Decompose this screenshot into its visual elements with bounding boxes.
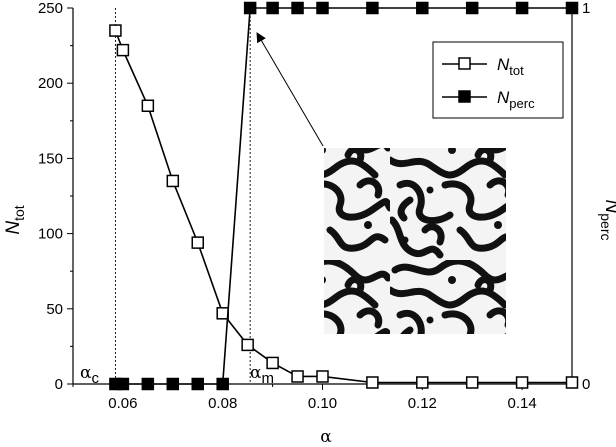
alpha-c-main: α <box>80 363 92 383</box>
y-right-tick-label: 1 <box>582 0 590 17</box>
legend: Ntot Nperc <box>432 41 564 119</box>
data-point-tot <box>416 376 429 389</box>
series-perc <box>109 1 579 391</box>
reference-lines <box>114 8 251 384</box>
data-point-tot <box>241 338 254 352</box>
y-left-tick-label: 150 <box>38 150 63 167</box>
data-point-tot <box>141 99 155 113</box>
y-left-tick-label: 100 <box>38 226 63 243</box>
data-point-tot <box>465 376 479 389</box>
y-left-label-sub: tot <box>11 205 27 221</box>
data-point-perc <box>416 1 429 15</box>
data-point-perc <box>266 1 279 15</box>
y-right-label-sub: perc <box>598 213 614 240</box>
data-point-perc <box>465 1 479 15</box>
alpha-m-sub: m <box>261 370 274 387</box>
data-point-perc <box>243 1 257 15</box>
alpha-m-label: αm <box>250 363 274 387</box>
y-right-label-main: N <box>601 200 616 214</box>
svg-text:Nperc: Nperc <box>598 200 616 241</box>
data-point-tot <box>366 376 379 389</box>
alpha-c-label: αc <box>80 363 99 387</box>
alpha-m-main: α <box>250 363 262 383</box>
data-point-tot <box>116 43 130 57</box>
data-point-perc <box>291 1 304 15</box>
tick-labels: 0.06 0.08 0.10 0.12 0.14 0 50 100 150 200 250 0 1 <box>38 0 590 412</box>
data-point-perc <box>316 1 329 15</box>
series-tot <box>109 24 579 389</box>
x-tick-label: 0.06 <box>108 395 137 412</box>
y-right-axis-label: Nperc <box>598 200 616 241</box>
legend-marker-nperc <box>458 90 471 103</box>
x-tick-label: 0.14 <box>507 395 536 412</box>
data-point-tot <box>266 356 279 370</box>
data-point-perc <box>216 377 229 391</box>
data-point-perc <box>116 377 130 391</box>
y-left-tick-label: 200 <box>38 75 63 92</box>
data-point-perc <box>515 1 529 15</box>
alpha-c-sub: c <box>91 370 99 387</box>
legend-label-ntot: Ntot <box>497 55 524 78</box>
legend-ntot-sub: tot <box>509 63 524 78</box>
data-point-tot <box>515 376 529 389</box>
y-right-tick-label: 0 <box>582 376 590 393</box>
legend-item-nperc: Nperc <box>442 88 535 111</box>
data-point-tot <box>316 370 329 383</box>
legend-item-ntot: Ntot <box>442 55 524 78</box>
series-layer <box>109 1 579 391</box>
inset-pattern-image <box>324 148 506 334</box>
x-tick-label: 0.10 <box>308 395 337 412</box>
data-point-tot <box>166 174 180 188</box>
x-tick-label: 0.08 <box>208 395 237 412</box>
data-point-tot <box>216 307 229 320</box>
data-point-tot <box>565 376 579 389</box>
y-left-tick-label: 250 <box>38 0 63 17</box>
legend-nperc-main: N <box>497 88 510 107</box>
data-point-tot <box>191 236 204 249</box>
x-axis-label: α <box>320 427 332 447</box>
legend-box <box>432 41 564 119</box>
svg-text:Ntot: Ntot <box>3 205 27 234</box>
data-point-tot <box>291 370 304 383</box>
y-left-label-main: N <box>3 221 24 235</box>
legend-ntot-main: N <box>497 55 510 74</box>
inset-arrow <box>256 32 324 147</box>
legend-nperc-sub: perc <box>509 96 535 111</box>
x-tick-label: 0.12 <box>408 395 437 412</box>
data-point-perc <box>565 1 579 15</box>
y-left-tick-label: 50 <box>46 301 63 318</box>
data-point-tot <box>109 24 122 37</box>
data-point-perc <box>191 377 204 391</box>
data-point-perc <box>141 377 155 391</box>
y-left-axis-label: Ntot <box>3 205 27 234</box>
legend-marker-ntot <box>458 57 471 70</box>
legend-label-nperc: Nperc <box>497 88 535 111</box>
y-left-tick-label: 0 <box>55 376 63 393</box>
data-point-perc <box>166 377 180 391</box>
data-point-perc <box>366 1 379 15</box>
